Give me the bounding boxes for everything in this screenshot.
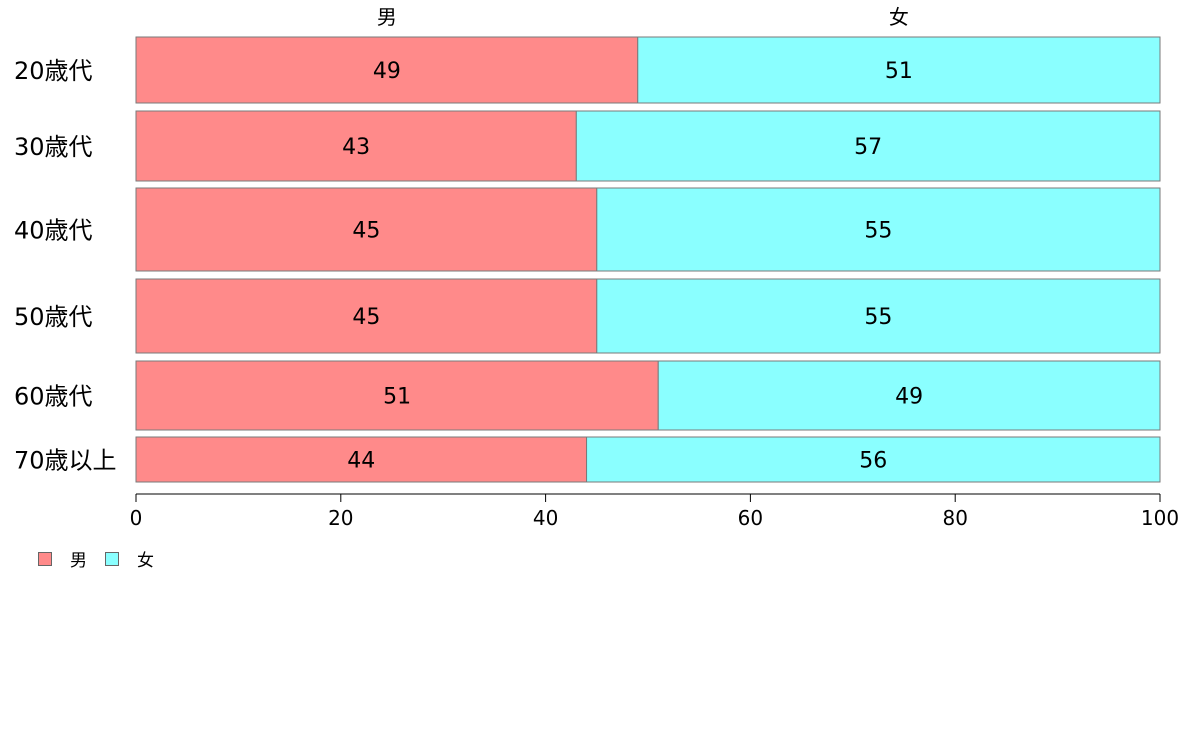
bar-segment-female xyxy=(637,36,1161,104)
x-tick-label: 0 xyxy=(130,506,143,530)
bar-segment-female xyxy=(575,110,1161,182)
bar-segment-female xyxy=(586,436,1161,483)
data-label: 49 xyxy=(373,59,401,84)
bar-segment-female xyxy=(596,187,1161,272)
data-label: 51 xyxy=(383,385,411,410)
category-label: 20歳代 xyxy=(14,57,93,85)
category-label: 30歳代 xyxy=(14,133,93,161)
legend: 男 女 xyxy=(38,546,172,571)
bar-segment-male xyxy=(135,187,598,272)
legend-item-male: 男 xyxy=(38,546,87,571)
bar-segment-male xyxy=(135,360,659,431)
bar-segment-male xyxy=(135,110,577,182)
data-label: 57 xyxy=(854,135,882,160)
legend-item-female: 女 xyxy=(105,546,154,571)
category-label: 40歳代 xyxy=(14,217,93,245)
column-header: 女 xyxy=(889,5,909,29)
legend-label-female: 女 xyxy=(137,551,154,571)
column-headers: 男女 xyxy=(377,5,909,29)
data-label: 45 xyxy=(352,219,380,244)
bars: 49 51 43 57 45 55 45 55 51 49 44 56 xyxy=(135,36,1161,483)
x-tick-label: 60 xyxy=(738,506,763,530)
data-label: 56 xyxy=(859,449,887,474)
bar-segment-female xyxy=(657,360,1161,431)
x-axis: 0 20 40 60 80 100 xyxy=(130,493,1179,530)
data-label: 55 xyxy=(864,305,892,330)
data-label: 51 xyxy=(885,59,913,84)
data-label: 43 xyxy=(342,135,370,160)
data-label: 55 xyxy=(864,219,892,244)
category-labels: 20歳代 30歳代 40歳代 50歳代 60歳代 70歳以上 xyxy=(14,57,117,475)
bar-segment-male xyxy=(135,36,639,104)
x-tick-label: 80 xyxy=(942,506,967,530)
category-label: 50歳代 xyxy=(14,303,93,331)
data-label: 49 xyxy=(895,385,923,410)
column-header: 男 xyxy=(377,5,397,29)
data-label: 44 xyxy=(347,449,375,474)
legend-swatch-female xyxy=(105,551,119,566)
category-label: 60歳代 xyxy=(14,383,93,411)
x-tick-label: 20 xyxy=(328,506,353,530)
bar-segment-female xyxy=(596,278,1161,354)
legend-swatch-male xyxy=(38,551,52,566)
x-tick-label: 100 xyxy=(1141,506,1179,530)
legend-label-male: 男 xyxy=(70,551,87,571)
category-label: 70歳以上 xyxy=(14,447,117,475)
x-tick-label: 40 xyxy=(533,506,558,530)
bar-segment-male xyxy=(135,278,598,354)
data-label: 45 xyxy=(352,305,380,330)
